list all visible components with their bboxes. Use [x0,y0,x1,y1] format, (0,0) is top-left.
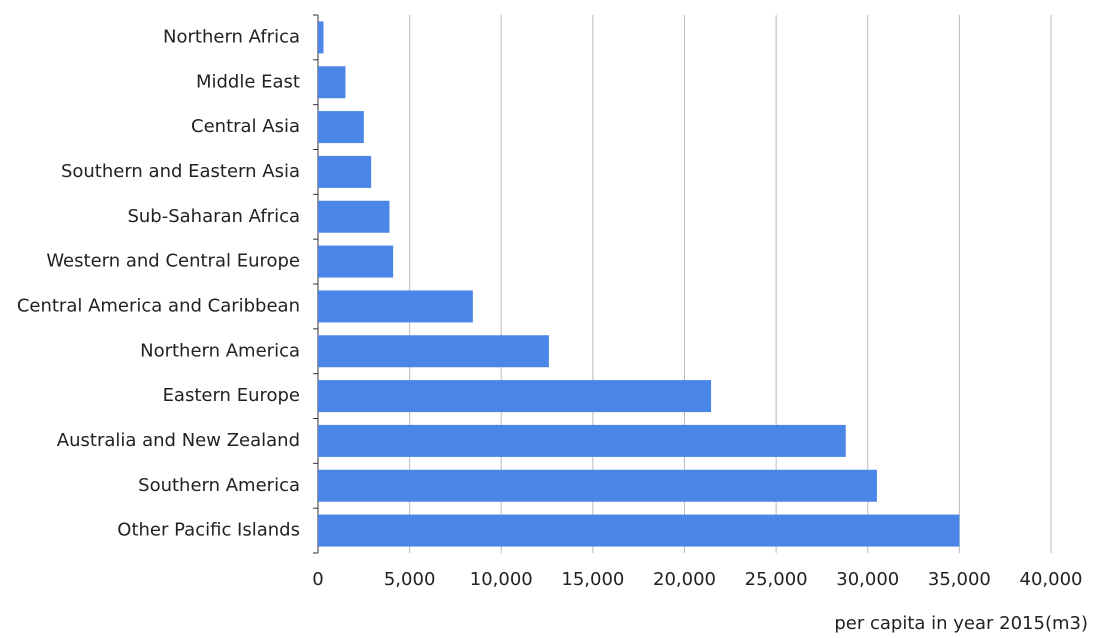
x-tick-label: 40,000 [1020,569,1083,590]
y-tick-label: Central America and Caribbean [17,295,300,316]
y-tick-label: Australia and New Zealand [57,430,300,451]
bar [318,469,877,502]
bar [318,380,712,413]
bar [318,290,473,323]
y-tick-label: Western and Central Europe [46,251,300,272]
bar [318,21,324,54]
bar [318,245,394,278]
x-tick-label: 35,000 [928,569,991,590]
x-tick-label: 15,000 [561,569,624,590]
bar [318,335,549,368]
bar [318,424,846,457]
x-tick-label: 30,000 [836,569,899,590]
bar [318,111,364,144]
y-tick-label: Sub-Saharan Africa [127,206,300,227]
x-tick-label: 0 [312,569,323,590]
y-tick-label: Other Pacific Islands [117,520,300,541]
x-axis-label: per capita in year 2015(m3) [834,613,1088,634]
y-tick-label: Northern Africa [163,26,300,47]
bar [318,514,960,547]
bar [318,66,346,99]
x-tick-label: 10,000 [470,569,533,590]
x-tick-label: 25,000 [745,569,808,590]
y-tick-label: Eastern Europe [163,385,300,406]
y-tick-label: Middle East [196,71,300,92]
bar [318,155,372,188]
y-tick-label: Southern and Eastern Asia [61,161,300,182]
bar [318,200,390,233]
x-tick-label: 5,000 [384,569,436,590]
y-tick-label: Central Asia [191,116,300,137]
y-tick-label: Northern America [140,340,300,361]
x-tick-label: 20,000 [653,569,716,590]
y-tick-label: Southern America [138,475,300,496]
